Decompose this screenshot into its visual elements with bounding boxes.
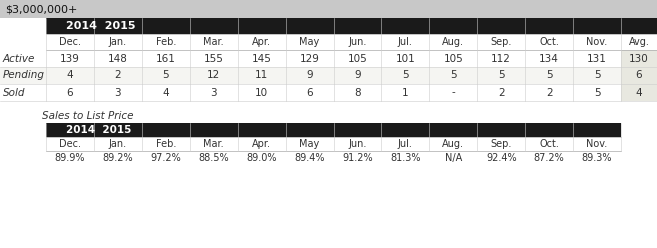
Text: Jun.: Jun.: [348, 139, 367, 149]
Text: 5: 5: [450, 70, 457, 81]
Text: 2014  2015: 2014 2015: [66, 125, 131, 135]
Text: $3,000,000+: $3,000,000+: [5, 4, 78, 14]
Text: 10: 10: [255, 88, 268, 97]
Bar: [0, 50, 657, 67]
Text: 5: 5: [498, 70, 505, 81]
Text: Mar.: Mar.: [204, 37, 224, 47]
Text: -: -: [451, 88, 455, 97]
Text: 3: 3: [210, 88, 217, 97]
Text: Nov.: Nov.: [587, 139, 608, 149]
Text: 8: 8: [354, 88, 361, 97]
Text: Nov.: Nov.: [587, 37, 608, 47]
Text: 6: 6: [306, 88, 313, 97]
Text: Feb.: Feb.: [156, 37, 176, 47]
Text: Jan.: Jan.: [109, 37, 127, 47]
Text: 5: 5: [402, 70, 409, 81]
Text: 155: 155: [204, 54, 223, 63]
Bar: [621, 84, 657, 101]
Text: 89.2%: 89.2%: [102, 153, 133, 163]
Text: N/A: N/A: [445, 153, 462, 163]
Text: 97.2%: 97.2%: [150, 153, 181, 163]
Bar: [621, 50, 657, 67]
Text: 131: 131: [587, 54, 607, 63]
Text: 92.4%: 92.4%: [486, 153, 516, 163]
Text: Pending: Pending: [3, 70, 45, 81]
Bar: [0, 0, 657, 18]
Text: 5: 5: [594, 88, 600, 97]
Text: 89.9%: 89.9%: [55, 153, 85, 163]
Text: 9: 9: [354, 70, 361, 81]
Text: 12: 12: [207, 70, 220, 81]
Bar: [621, 67, 657, 84]
Text: Sales to List Price: Sales to List Price: [42, 111, 133, 121]
Text: 4: 4: [162, 88, 169, 97]
Text: Apr.: Apr.: [252, 139, 271, 149]
Text: 89.0%: 89.0%: [246, 153, 277, 163]
Text: 87.2%: 87.2%: [533, 153, 564, 163]
Text: 130: 130: [629, 54, 649, 63]
Text: Jul.: Jul.: [398, 139, 413, 149]
Text: Aug.: Aug.: [442, 139, 464, 149]
Text: May: May: [300, 139, 320, 149]
Text: Avg.: Avg.: [629, 37, 649, 47]
Bar: [46, 34, 657, 50]
Text: 5: 5: [546, 70, 553, 81]
Text: 4: 4: [636, 88, 643, 97]
Text: 105: 105: [443, 54, 463, 63]
Bar: [46, 151, 621, 165]
Text: Jul.: Jul.: [398, 37, 413, 47]
Text: 161: 161: [156, 54, 175, 63]
Text: Active: Active: [3, 54, 35, 63]
Text: 89.3%: 89.3%: [582, 153, 612, 163]
Text: 1: 1: [402, 88, 409, 97]
Text: Feb.: Feb.: [156, 139, 176, 149]
Text: 105: 105: [348, 54, 367, 63]
Text: 145: 145: [252, 54, 271, 63]
Text: Mar.: Mar.: [204, 139, 224, 149]
Text: Apr.: Apr.: [252, 37, 271, 47]
Text: 5: 5: [162, 70, 169, 81]
Text: Dec.: Dec.: [59, 139, 81, 149]
Text: 2: 2: [546, 88, 553, 97]
Text: 89.4%: 89.4%: [294, 153, 325, 163]
Text: Sold: Sold: [3, 88, 26, 97]
Text: 91.2%: 91.2%: [342, 153, 373, 163]
Bar: [46, 123, 621, 137]
Text: 11: 11: [255, 70, 268, 81]
Text: Jun.: Jun.: [348, 37, 367, 47]
Bar: [46, 137, 621, 151]
Text: 112: 112: [491, 54, 511, 63]
Bar: [0, 84, 657, 101]
Text: 6: 6: [66, 88, 74, 97]
Text: Oct.: Oct.: [539, 139, 559, 149]
Text: 4: 4: [66, 70, 74, 81]
Text: 3: 3: [114, 88, 121, 97]
Text: 5: 5: [594, 70, 600, 81]
Text: 2: 2: [114, 70, 121, 81]
Text: 129: 129: [300, 54, 319, 63]
Text: 134: 134: [539, 54, 559, 63]
Text: Jan.: Jan.: [109, 139, 127, 149]
Text: 148: 148: [108, 54, 128, 63]
Text: Sep.: Sep.: [491, 37, 512, 47]
Text: 2014  2015: 2014 2015: [66, 21, 135, 31]
Text: Dec.: Dec.: [59, 37, 81, 47]
Bar: [46, 18, 657, 34]
Text: 81.3%: 81.3%: [390, 153, 420, 163]
Text: 9: 9: [306, 70, 313, 81]
Bar: [0, 67, 657, 84]
Text: Oct.: Oct.: [539, 37, 559, 47]
Text: Sep.: Sep.: [491, 139, 512, 149]
Text: 101: 101: [396, 54, 415, 63]
Text: May: May: [300, 37, 320, 47]
Text: 88.5%: 88.5%: [198, 153, 229, 163]
Text: Aug.: Aug.: [442, 37, 464, 47]
Text: 2: 2: [498, 88, 505, 97]
Text: 139: 139: [60, 54, 80, 63]
Text: 6: 6: [636, 70, 643, 81]
